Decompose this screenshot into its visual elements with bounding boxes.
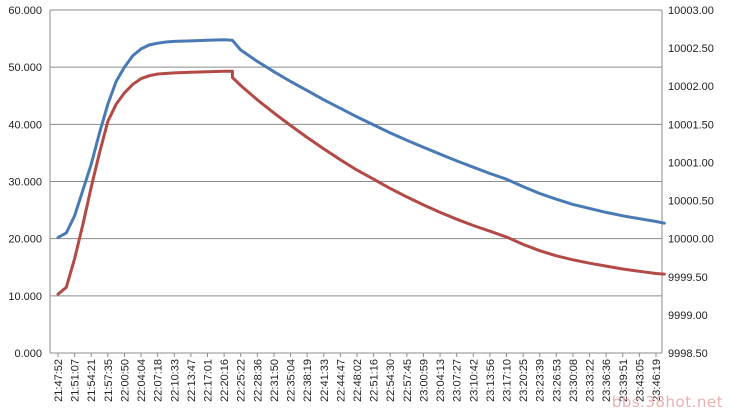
x-tick-label: 22:44:47 [335,359,347,402]
x-tick-labels: 21:47:52 21:51:07 21:54:21 21:57:35 22:00:50… [53,359,663,402]
x-tick-label: 23:13:56 [485,359,497,402]
y-right-tick-label: 10000.00 [668,234,714,246]
x-tick-label: 23:33:22 [585,359,597,402]
x-tick-label: 23:20:25 [518,359,530,402]
x-tick-label: 22:04:04 [136,359,148,402]
y-left-tick-label: 60.000 [8,5,42,17]
y-left-tick-label: 50.000 [8,62,42,74]
x-tick-label: 22:54:30 [385,359,397,402]
x-tick-label: 23:46:19 [651,359,663,402]
y-right-tick-label: 9999.00 [668,310,708,322]
x-tick-label: 22:20:16 [219,359,231,402]
y-right-tick-label: 10001.00 [668,157,714,169]
y-left-tick-labels: 0.000 10.000 20.000 30.000 40.000 50.000 60.00… [8,5,42,360]
x-tick-label: 22:35:04 [286,359,298,402]
x-tick-label: 22:13:47 [186,359,198,402]
x-tick-label: 23:07:27 [452,359,464,402]
x-tick-label: 23:39:51 [618,359,630,402]
y-left-tick-label: 20.000 [8,234,42,246]
x-tick-label: 22:41:33 [319,359,331,402]
x-tick-label: 23:36:36 [601,359,613,402]
watermark: bbs.38hot.net [611,393,723,411]
x-tick-label: 22:00:50 [119,359,131,402]
y-right-tick-label: 9999.50 [668,272,708,284]
y-right-tick-label: 10000.50 [668,196,714,208]
x-tick-label: 22:57:45 [402,359,414,402]
y-left-tick-label: 10.000 [8,291,42,303]
x-tick-label: 23:17:10 [502,359,514,402]
x-tick-label: 23:00:59 [418,359,430,402]
x-tick-label: 23:23:39 [535,359,547,402]
y-right-tick-label: 10001.50 [668,119,714,131]
y-left-tick-label: 40.000 [8,119,42,131]
y-left-tick-label: 30.000 [8,177,42,189]
x-tick-label: 22:07:18 [153,359,165,402]
x-tick-label: 22:10:33 [169,359,181,402]
y-left-tick-label: 0.000 [14,348,42,360]
x-tick-label: 22:51:16 [369,359,381,402]
x-tick-label: 23:26:53 [551,359,563,402]
x-tick-label: 22:31:50 [269,359,281,402]
y-right-tick-label: 10003.00 [668,5,714,17]
y-right-tick-label: 10002.00 [668,81,714,93]
y-right-tick-label: 9998.50 [668,348,708,360]
x-tick-label: 23:04:13 [435,359,447,402]
series-line-1 [56,38,666,239]
x-tick-label: 22:28:36 [252,359,264,402]
x-tick-label: 23:10:42 [468,359,480,402]
x-tick-label: 22:25:22 [236,359,248,402]
x-tick-label: 23:43:05 [634,359,646,402]
series-layer [56,38,666,296]
x-tick-label: 22:48:02 [352,359,364,402]
x-tick-label: 21:54:21 [86,359,98,402]
x-tick-label: 22:38:19 [302,359,314,402]
x-tick-label: 23:30:08 [568,359,580,402]
x-tick-label: 21:51:07 [70,359,82,402]
x-tick-label: 22:17:01 [203,359,215,402]
y-right-tick-label: 10002.50 [668,43,714,55]
x-tick-label: 21:47:52 [53,359,65,402]
x-tick-label: 21:57:35 [103,359,115,402]
gridlines [50,9,662,354]
y-right-tick-labels: 9998.50 9999.00 9999.50 10000.00 10000.50 100… [668,5,714,360]
plot-frame [49,10,663,357]
series-line-2 [56,69,666,296]
